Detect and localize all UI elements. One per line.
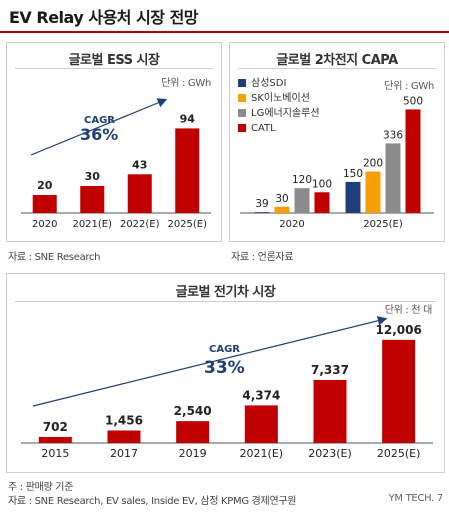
data-label: 12,006 [376, 323, 422, 337]
capa-panel: 글로벌 2차전지 CAPA 단위 : GWh 삼성SDI SK이노베이션 LG에… [229, 42, 445, 242]
data-label: 2,540 [174, 404, 212, 418]
legend-swatch [238, 124, 246, 132]
bar [244, 405, 278, 443]
tick-label: 2023(E) [308, 447, 352, 460]
ess-cagr-label: CAGR [84, 115, 115, 126]
footer-note: 주 : 판매량 기준 [8, 482, 74, 493]
ev-cagr-label: CAGR [209, 344, 240, 355]
bar [176, 421, 210, 443]
brand-footer: YM TECH. 7 [388, 493, 444, 504]
footer-source: 자료 : SNE Research, EV sales, Inside EV, … [8, 496, 297, 507]
ess-cagr-arrow [30, 98, 168, 156]
legend-item: 삼성SDI [238, 76, 320, 91]
data-label: 7,337 [311, 363, 349, 377]
capa-source: 자료 : 언론자료 [231, 252, 294, 263]
tick-label: 2017 [110, 447, 138, 460]
ev-unit: 단위 : 천 대 [384, 305, 433, 316]
legend-swatch [238, 94, 246, 102]
bar [107, 430, 141, 443]
ess-title-divider [15, 68, 213, 69]
ess-panel: 글로벌 ESS 시장 단위 : GWh CAGR 36% 20 2020 30 202… [6, 42, 222, 242]
data-label: 702 [43, 420, 68, 434]
data-label: 500 [403, 95, 423, 107]
bar [385, 143, 401, 213]
capa-unit: 단위 : GWh [384, 81, 434, 92]
data-label: 39 [255, 198, 268, 210]
data-label: 94 [180, 112, 196, 125]
tick-label: 2015 [41, 447, 69, 460]
tick-label: 2025(E) [363, 219, 403, 230]
ev-panel-title: 글로벌 전기차 시장 [175, 285, 276, 300]
bar [127, 174, 152, 213]
tick-label: 2019 [179, 447, 207, 460]
data-label: 150 [343, 168, 363, 180]
bar [274, 206, 290, 213]
data-label: 43 [132, 158, 147, 171]
tick-label: 2025(E) [377, 447, 421, 460]
legend-swatch [238, 109, 246, 117]
bar [365, 171, 381, 213]
capa-title-divider [238, 68, 436, 69]
bar [313, 379, 347, 443]
bar [345, 181, 361, 213]
data-label: 200 [363, 158, 383, 170]
bar [32, 195, 57, 213]
tick-label: 2025(E) [167, 219, 207, 230]
bar [80, 186, 105, 213]
ev-title-divider [15, 301, 436, 302]
data-label: 100 [312, 178, 332, 190]
data-label: 120 [292, 174, 312, 186]
capa-legend: 삼성SDI SK이노베이션 LG에너지솔루션 CATL [238, 76, 320, 136]
bar [405, 109, 421, 213]
data-label: 20 [37, 179, 53, 192]
tick-label: 2021(E) [72, 219, 112, 230]
bar [38, 436, 72, 443]
legend-label: 삼성SDI [251, 78, 287, 89]
ev-panel: 글로벌 전기차 시장 단위 : 천 대 CAGR 33% 702 2015 1,45… [6, 273, 445, 473]
bar [254, 212, 270, 213]
data-label: 4,374 [242, 388, 280, 402]
legend-item: CATL [238, 121, 320, 136]
ess-source: 자료 : SNE Research [8, 252, 101, 263]
bar [294, 188, 310, 213]
title-divider [0, 31, 449, 33]
bar [382, 339, 416, 443]
ev-cagr-value: 33% [204, 358, 245, 378]
data-label: 30 [85, 170, 101, 183]
bar [314, 192, 330, 213]
tick-label: 2020 [32, 219, 57, 230]
tick-label: 2022(E) [120, 219, 160, 230]
ev-chart: 702 2015 1,456 2017 2,540 2019 4,374 2021(E) 7,3… [21, 316, 433, 460]
legend-label: CATL [251, 123, 276, 134]
tick-label: 2020 [279, 219, 304, 230]
tick-label: 2021(E) [240, 447, 284, 460]
data-label: 30 [275, 193, 288, 205]
legend-item: SK이노베이션 [238, 91, 320, 106]
data-label: 1,456 [105, 413, 143, 427]
page-title: EV Relay 사용처 시장 전망 [9, 8, 199, 27]
ess-unit: 단위 : GWh [161, 78, 211, 89]
legend-item: LG에너지솔루션 [238, 106, 320, 121]
legend-swatch [238, 79, 246, 87]
bar [175, 128, 200, 213]
data-label: 336 [383, 129, 403, 141]
ev-cagr-arrow [32, 316, 388, 407]
capa-panel-title: 글로벌 2차전지 CAPA [276, 53, 398, 68]
ess-panel-title: 글로벌 ESS 시장 [68, 53, 160, 68]
legend-label: SK이노베이션 [251, 93, 310, 104]
ess-cagr-value: 36% [80, 125, 119, 144]
legend-label: LG에너지솔루션 [251, 108, 320, 119]
